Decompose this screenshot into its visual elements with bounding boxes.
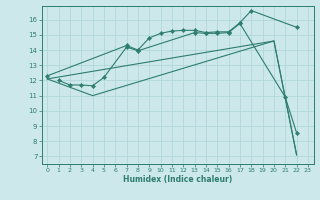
X-axis label: Humidex (Indice chaleur): Humidex (Indice chaleur) [123,175,232,184]
